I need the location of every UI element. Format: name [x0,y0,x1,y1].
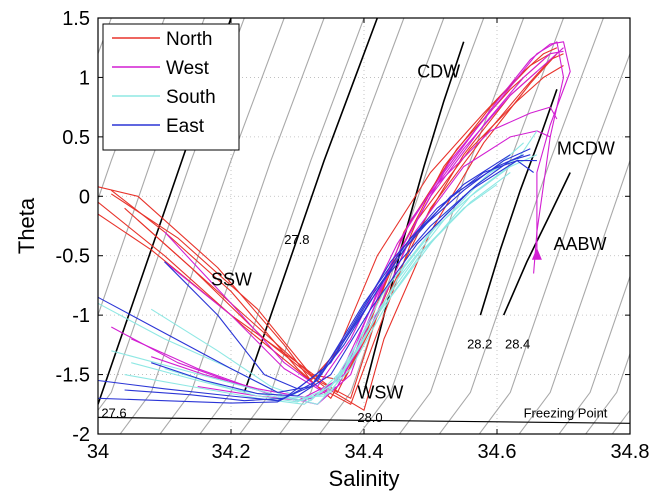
profile-line-south [98,154,538,405]
x-tick-label: 34.8 [611,441,650,463]
isopycnal-line [558,274,630,434]
annotation-label: 28.0 [357,410,382,425]
annotation-label: SSW [211,269,252,289]
y-tick-label: 0.5 [62,127,90,149]
profile-line-east [164,154,511,390]
isopycnal-line [398,18,565,434]
density-contour-28.4 [502,172,571,316]
axis-ticks: 34 34.2 34.4 34.6 34.8 -2 -1.5 -1 -0.5 0 0.5 1 1.5 [56,8,650,463]
x-tick-label: 34.4 [345,441,384,463]
y-tick-label: -1 [72,305,90,327]
isopycnal-line [119,18,285,434]
profile-line-east [98,154,531,393]
x-tick-label: 34.6 [478,441,517,463]
profile-line-south [124,172,511,405]
y-tick-label: -2 [72,424,90,446]
density-contour-28.0 [363,41,465,393]
annotation-label: 28.2 [467,336,492,351]
profile-series [98,41,571,411]
density-contour-28.2 [479,89,558,316]
isopycnal-line [98,18,245,412]
profile-line-north [98,71,538,405]
legend-label-east: East [166,116,205,137]
annotation-label: 27.8 [284,232,309,247]
annotation-label: WSW [357,382,403,402]
annotation-label: MCDW [557,139,615,159]
legend-label-west: West [166,58,210,79]
y-tick-label: -0.5 [56,246,90,268]
profile-line-west [164,41,565,388]
isopycnal-line [318,18,485,434]
profile-line-south [150,130,538,402]
annotation-label: AABW [554,234,607,254]
legend-label-north: North [166,29,212,50]
freezing-point-line [98,416,630,424]
annotations: SSW CDW MCDW AABW WSW 27.8 28.0 28.2 28.4 27.6 Fre… [101,61,615,425]
legend-box [102,23,240,151]
legend: North West South East [102,23,240,151]
profile-line-north [124,53,558,411]
density-contour-27.8 [243,18,379,393]
y-tick-label: -1.5 [56,365,90,387]
isopycnal-line [518,159,630,434]
y-tick-label: 0 [79,186,90,208]
aabw-marker [531,247,542,260]
annotation-label: 28.4 [505,336,530,351]
x-tick-label: 34.2 [212,441,251,463]
isopycnal-line [358,18,525,434]
profile-line-east [124,148,531,402]
isopycnal-line [199,18,365,434]
isopycnal-line [584,352,630,434]
profile-line-east [151,160,537,397]
y-axis-label: Theta [14,197,39,254]
legend-label-south: South [166,87,216,108]
x-axis-label: Salinity [329,466,400,491]
annotation-label: CDW [417,61,460,81]
y-tick-label: 1 [79,67,90,89]
x-tick-label: 34 [87,441,109,463]
isopycnal-line [478,52,630,434]
y-tick-label: 1.5 [62,8,90,30]
annotation-label: Freezing Point [524,405,608,420]
annotation-label: 27.6 [101,405,126,420]
